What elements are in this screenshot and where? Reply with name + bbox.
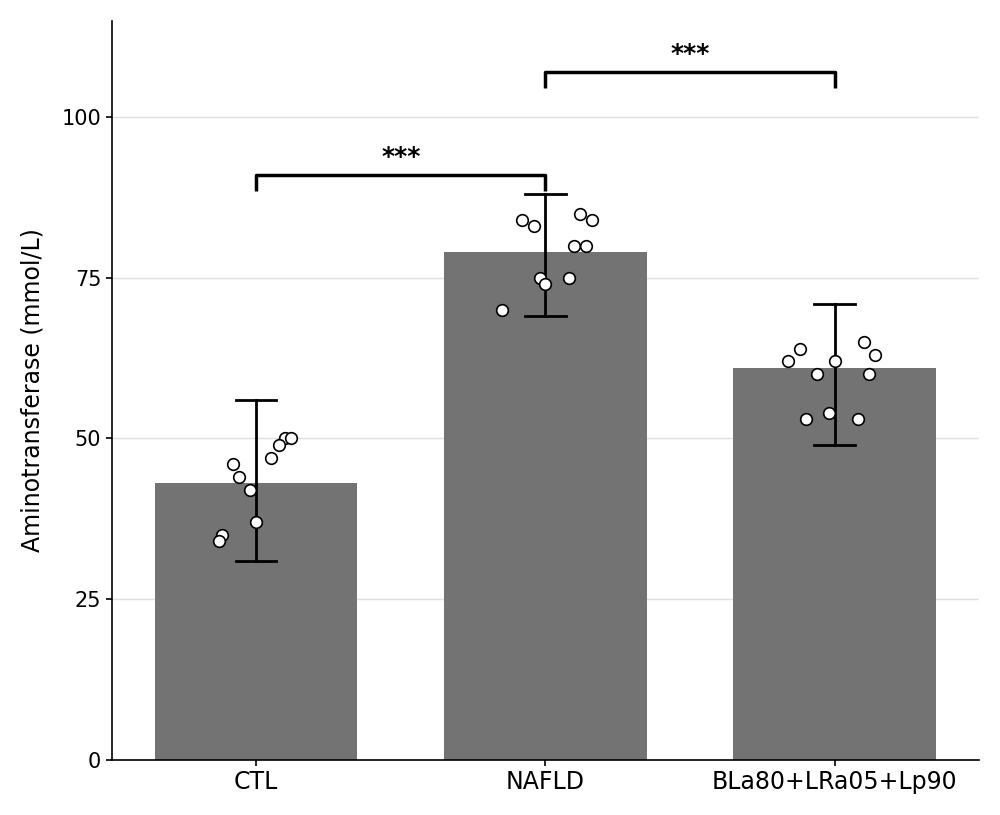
Point: [211, 535, 227, 548]
Text: ***: ***: [670, 42, 710, 66]
Point: [809, 368, 825, 381]
Bar: [155, 483, 357, 760]
Point: [861, 368, 877, 381]
Point: [225, 458, 241, 471]
Point: [231, 470, 247, 483]
Point: [792, 342, 808, 355]
Text: ***: ***: [381, 144, 421, 169]
Point: [867, 349, 883, 362]
Y-axis label: Aminotransferase (mmol/L): Aminotransferase (mmol/L): [21, 228, 45, 553]
Point: [532, 271, 548, 284]
Point: [572, 207, 588, 220]
Point: [561, 271, 577, 284]
Point: [566, 239, 582, 252]
Point: [242, 483, 258, 496]
Point: [856, 336, 872, 349]
Point: [827, 355, 843, 368]
Point: [798, 412, 814, 425]
Point: [283, 432, 299, 445]
Point: [214, 528, 230, 541]
Point: [494, 303, 510, 316]
Point: [850, 412, 866, 425]
Point: [277, 432, 293, 445]
Bar: [444, 252, 647, 760]
Point: [263, 452, 279, 465]
Point: [780, 355, 796, 368]
Bar: [733, 368, 936, 760]
Point: [271, 438, 287, 452]
Point: [514, 214, 530, 227]
Point: [537, 278, 553, 291]
Point: [821, 406, 837, 419]
Point: [584, 214, 600, 227]
Point: [526, 220, 542, 233]
Point: [248, 516, 264, 529]
Point: [578, 239, 594, 252]
